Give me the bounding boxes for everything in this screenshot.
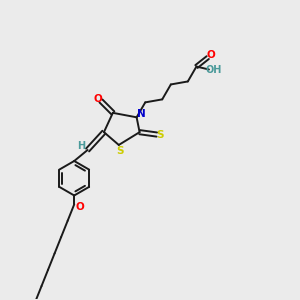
Text: O: O: [94, 94, 102, 103]
Text: H: H: [78, 141, 86, 152]
Text: S: S: [116, 146, 123, 157]
Text: O: O: [206, 50, 215, 60]
Text: N: N: [137, 109, 146, 119]
Text: S: S: [156, 130, 164, 140]
Text: O: O: [75, 202, 84, 212]
Text: OH: OH: [206, 64, 222, 74]
